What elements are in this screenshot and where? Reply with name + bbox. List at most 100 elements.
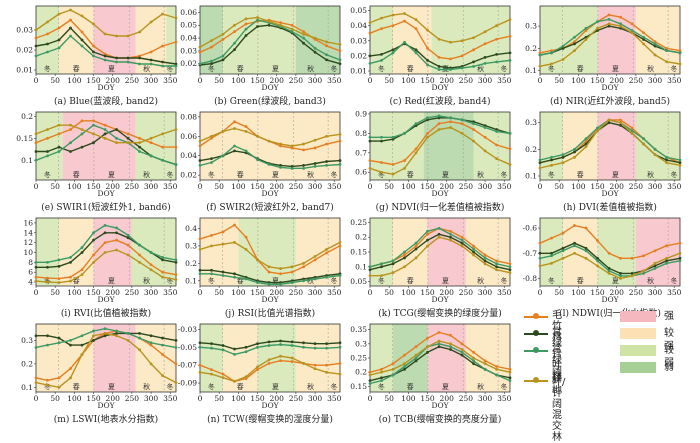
y-tick-label: 0.02	[180, 59, 197, 68]
plot-frame	[199, 5, 341, 75]
series-point	[403, 159, 406, 162]
x-tick-label: 0	[34, 394, 39, 403]
series-point	[46, 343, 49, 347]
series-point	[174, 346, 178, 349]
x-tick-label: 0	[368, 288, 373, 297]
series-point	[495, 268, 498, 272]
series-point	[149, 343, 153, 347]
x-tick-label: 150	[250, 288, 265, 297]
x-tick-label: 0	[34, 182, 39, 191]
legend-marker	[533, 313, 539, 319]
season-label: 冬	[44, 64, 51, 73]
series-point	[256, 365, 259, 369]
series-point	[665, 155, 668, 159]
series-point	[630, 31, 634, 35]
series-point	[34, 44, 38, 48]
series-point	[584, 256, 588, 260]
x-tick-label: 300	[648, 182, 663, 191]
series-point	[391, 271, 395, 275]
y-tick-label: 0.15	[350, 248, 367, 257]
panel-caption: (d) NIR(近红外波段, band5)	[550, 95, 670, 107]
series-point	[267, 344, 271, 347]
x-axis-label: DOY	[97, 401, 115, 410]
y-tick-label: 0.02	[180, 171, 197, 180]
series-point	[596, 126, 599, 130]
series-point	[380, 135, 383, 139]
series-point	[313, 36, 317, 40]
series-point	[495, 262, 498, 266]
series-point	[267, 19, 271, 23]
series-point	[267, 163, 271, 166]
series-point	[126, 56, 130, 60]
series-point	[414, 51, 418, 55]
series-point	[665, 46, 668, 50]
series-point	[115, 128, 118, 131]
season-label: 春	[407, 276, 414, 285]
series-point	[642, 254, 645, 258]
series-point	[92, 50, 95, 54]
x-tick-label: 250	[289, 182, 304, 191]
series-point	[403, 166, 406, 170]
chart-panel: 冬 春 夏 秋 冬 0.1 0.2 0.3 0 50 100 150 200 250 300 350 DOY (d…	[525, 5, 682, 107]
y-tick-label: 0.35	[350, 325, 367, 334]
panel-caption: (a) Blue(蓝波段, band2)	[54, 95, 158, 107]
x-tick-label: 200	[440, 182, 455, 191]
series-point	[483, 124, 487, 127]
series-point	[149, 58, 153, 62]
legend-phase-box	[620, 362, 656, 373]
x-tick-label: 0	[538, 182, 543, 191]
chart-panel: 冬 春 夏 秋 冬 0.1 0.15 0.2 0 50 100 150 200 250 300 350 DOY (…	[16, 111, 178, 213]
series-point	[508, 376, 512, 380]
series-point	[69, 279, 72, 283]
series-point	[573, 244, 576, 248]
season-label: 秋	[307, 64, 314, 73]
x-tick-label: 100	[67, 76, 82, 85]
series-point	[472, 359, 475, 363]
series-point	[437, 128, 441, 131]
series-point	[426, 232, 429, 236]
series-point	[302, 361, 305, 365]
y-tick-label: 0.3	[185, 241, 197, 250]
series-point	[449, 120, 452, 124]
series-point	[403, 362, 406, 366]
series-point	[325, 160, 328, 163]
series-point	[256, 281, 259, 284]
series-point	[198, 341, 202, 345]
series-point	[653, 153, 657, 157]
series-point	[449, 116, 452, 120]
series-point	[495, 130, 498, 133]
series-point	[174, 258, 178, 262]
x-tick-label: 50	[214, 182, 224, 191]
series-point	[174, 40, 178, 44]
series-point	[573, 35, 576, 39]
series-point	[584, 29, 588, 32]
x-tick-label: 350	[327, 76, 342, 85]
series-point	[653, 40, 657, 44]
series-point	[472, 65, 475, 68]
series-point	[46, 383, 49, 387]
season-label: 秋	[307, 382, 314, 391]
series-point	[596, 20, 599, 24]
series-point	[403, 253, 406, 257]
phase-band	[200, 218, 239, 286]
season-label: 秋	[143, 382, 150, 391]
x-tick-label: 250	[289, 394, 304, 403]
series-point	[678, 158, 682, 162]
series-point	[495, 373, 498, 377]
series-point	[34, 28, 38, 32]
series-point	[313, 367, 317, 371]
series-point	[92, 54, 95, 58]
series-point	[244, 125, 248, 128]
series-point	[244, 22, 248, 26]
series-point	[279, 359, 282, 363]
x-tick-label: 300	[478, 182, 493, 191]
series-point	[561, 46, 565, 50]
y-tick-label: 6	[28, 268, 33, 277]
series-point	[630, 274, 634, 278]
season-label: 夏	[612, 171, 619, 179]
series-point	[46, 42, 49, 46]
season-label: 夏	[108, 277, 115, 285]
series-point	[115, 231, 118, 235]
x-tick-label: 350	[163, 76, 178, 85]
season-label: 冬	[378, 382, 385, 391]
